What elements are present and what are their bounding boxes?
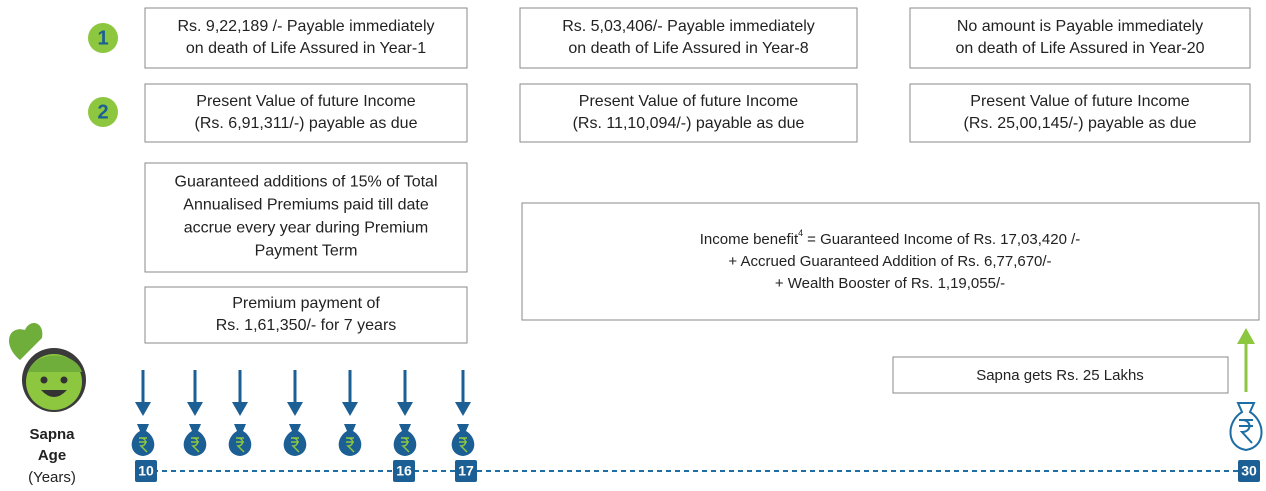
present-value-text: (Rs. 25,00,145/-) payable as due — [963, 115, 1196, 132]
money-bag-icon — [339, 424, 362, 456]
axis-label: Age — [38, 447, 66, 464]
present-value-text: (Rs. 6,91,311/-) payable as due — [195, 115, 418, 132]
death-benefit-text: on death of Life Assured in Year-8 — [568, 40, 808, 57]
age-label: 17 — [458, 463, 474, 479]
guaranteed-additions-text: Annualised Premiums paid till date — [183, 197, 429, 214]
guaranteed-additions-text: Guaranteed additions of 15% of Total — [175, 174, 438, 191]
axis-label: (Years) — [28, 469, 76, 486]
axis-label: Sapna — [29, 426, 75, 443]
present-value-text: Present Value of future Income — [970, 93, 1189, 110]
present-value-text: (Rs. 11,10,094/-) payable as due — [573, 115, 805, 132]
money-bag-icon — [229, 424, 252, 456]
age-label: 16 — [396, 463, 412, 479]
income-benefit-text: Income benefit4 = Guaranteed Income of Rs… — [700, 228, 1081, 248]
guaranteed-additions-text: accrue every year during Premium — [184, 220, 429, 237]
premium-payment-text: Premium payment of — [232, 295, 380, 312]
infographic: 1 2 Rs. 9,22,189 /- Payable immediately on … — [0, 0, 1266, 491]
income-benefit-line: + Wealth Booster of Rs. 1,19,055/- — [775, 275, 1005, 292]
income-benefit-line: = Guaranteed Income of Rs. 17,03,420 /- — [807, 231, 1080, 248]
text-box — [145, 8, 467, 68]
premium-arrow-head — [187, 402, 203, 416]
death-benefit-text: Rs. 9,22,189 /- Payable immediately — [177, 18, 434, 35]
premium-arrow-head — [135, 402, 151, 416]
step-number: 1 — [97, 27, 108, 49]
premium-arrow-head — [232, 402, 248, 416]
footnote-superscript: 4 — [798, 228, 803, 238]
death-benefit-text: Rs. 5,03,406/- Payable immediately — [562, 18, 815, 35]
step-number: 2 — [97, 101, 108, 123]
death-benefit-text: on death of Life Assured in Year-1 — [186, 40, 426, 57]
death-benefit-text: No amount is Payable immediately — [957, 18, 1203, 35]
maturity-bag-icon — [1230, 403, 1261, 450]
premium-payment-text: Rs. 1,61,350/- for 7 years — [216, 317, 397, 334]
premium-arrow-head — [397, 402, 413, 416]
maturity-text: Sapna gets Rs. 25 Lakhs — [976, 367, 1144, 384]
present-value-text: Present Value of future Income — [579, 93, 798, 110]
money-bag-icon — [394, 424, 417, 456]
money-bag-icon — [184, 424, 207, 456]
text-box — [520, 8, 857, 68]
girl-icon — [9, 323, 86, 412]
money-bag-icon — [452, 424, 475, 456]
death-benefit-text: on death of Life Assured in Year-20 — [955, 40, 1204, 57]
premium-arrow-head — [287, 402, 303, 416]
income-benefit-label: Income benefit — [700, 231, 799, 248]
age-label: 30 — [1241, 463, 1257, 479]
guaranteed-additions-text: Payment Term — [255, 243, 358, 260]
money-bag-icon — [284, 424, 307, 456]
premium-arrow-head — [455, 402, 471, 416]
present-value-text: Present Value of future Income — [196, 93, 415, 110]
premium-arrow-head — [342, 402, 358, 416]
money-bag-icon — [132, 424, 155, 456]
age-label: 10 — [138, 463, 154, 479]
maturity-arrow — [1237, 328, 1255, 392]
income-benefit-line: + Accrued Guaranteed Addition of Rs. 6,7… — [728, 253, 1051, 270]
text-box — [910, 8, 1250, 68]
